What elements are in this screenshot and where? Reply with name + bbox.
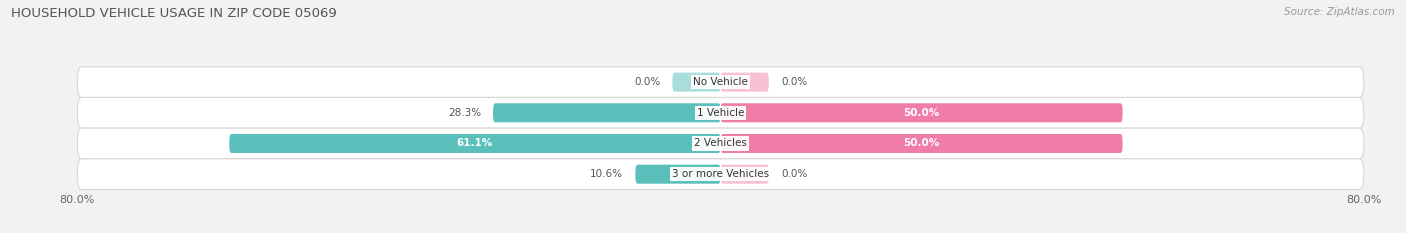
Text: No Vehicle: No Vehicle — [693, 77, 748, 87]
Text: 3 or more Vehicles: 3 or more Vehicles — [672, 169, 769, 179]
FancyBboxPatch shape — [77, 128, 1364, 159]
Text: 28.3%: 28.3% — [449, 108, 481, 118]
Text: 2 Vehicles: 2 Vehicles — [695, 138, 747, 148]
FancyBboxPatch shape — [721, 73, 769, 92]
Text: 10.6%: 10.6% — [591, 169, 623, 179]
FancyBboxPatch shape — [721, 103, 1122, 122]
FancyBboxPatch shape — [77, 97, 1364, 128]
FancyBboxPatch shape — [636, 165, 721, 184]
Text: Source: ZipAtlas.com: Source: ZipAtlas.com — [1284, 7, 1395, 17]
Text: 0.0%: 0.0% — [634, 77, 661, 87]
FancyBboxPatch shape — [494, 103, 721, 122]
Text: 0.0%: 0.0% — [780, 77, 807, 87]
FancyBboxPatch shape — [77, 67, 1364, 97]
Text: 0.0%: 0.0% — [780, 169, 807, 179]
Text: HOUSEHOLD VEHICLE USAGE IN ZIP CODE 05069: HOUSEHOLD VEHICLE USAGE IN ZIP CODE 0506… — [11, 7, 337, 20]
FancyBboxPatch shape — [721, 134, 1122, 153]
Text: 50.0%: 50.0% — [904, 108, 939, 118]
Text: 61.1%: 61.1% — [457, 138, 494, 148]
FancyBboxPatch shape — [672, 73, 721, 92]
FancyBboxPatch shape — [721, 165, 769, 184]
FancyBboxPatch shape — [77, 159, 1364, 189]
Text: 50.0%: 50.0% — [904, 138, 939, 148]
Text: 1 Vehicle: 1 Vehicle — [697, 108, 744, 118]
FancyBboxPatch shape — [229, 134, 721, 153]
